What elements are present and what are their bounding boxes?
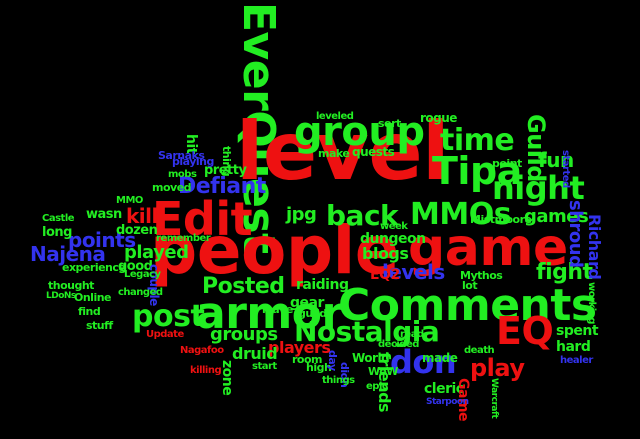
word-sort: sort (378, 117, 401, 130)
word-don: don (390, 343, 457, 381)
word-start: start (252, 361, 277, 372)
word-moved: moved (152, 181, 192, 194)
word-fun: fun (538, 148, 574, 172)
word-thought: thought (48, 279, 94, 292)
word-high: high (306, 361, 332, 374)
word-night: night (492, 169, 585, 207)
word-good: good (118, 259, 153, 274)
word-back: back (326, 199, 399, 232)
word-warcraft: Warcraft (489, 378, 499, 419)
word-played: played (124, 242, 189, 263)
word-day: day (326, 350, 339, 371)
word-richard: Richard (585, 214, 604, 280)
word-find: find (78, 305, 101, 318)
word-levels: levels (382, 260, 445, 284)
word-armor: armor (196, 288, 343, 339)
word-dozen: dozen (116, 223, 158, 238)
word-eq: EQ (496, 309, 554, 353)
word-changed: changed (118, 287, 163, 298)
word-online: Online (74, 291, 112, 304)
word-spent: spent (556, 323, 599, 339)
word-stuff: stuff (86, 319, 113, 332)
word-wow: WoW (368, 365, 398, 378)
word-starpoon: Starpoon (426, 397, 469, 407)
word-tipa: Tipa (432, 149, 522, 193)
word-fight: fight (536, 260, 593, 285)
word-remember: remember (156, 233, 211, 244)
word-cleric: cleric (424, 381, 464, 397)
word-mmo: MMO (116, 195, 143, 206)
word-druid: druid (232, 344, 278, 363)
word-people: people (150, 212, 399, 289)
word-world: World (352, 351, 390, 365)
word-mistmoore: Mistmoore (470, 213, 532, 226)
word-groups: groups (210, 324, 278, 345)
word-rogue: rogue (420, 111, 457, 125)
word-najena: Najena (30, 242, 106, 266)
word-games: games (524, 206, 589, 227)
word-players: players (268, 338, 331, 357)
word-castle: Castle (42, 213, 75, 224)
word-defiant: Defiant (178, 174, 266, 199)
word-healer: healer (560, 355, 593, 366)
word-play: play (470, 354, 525, 382)
word-hard: hard (556, 339, 591, 355)
word-legacy: Legacy (124, 269, 161, 280)
word-group: group (294, 109, 425, 155)
word-decided: decided (378, 339, 419, 350)
word-post: post (132, 299, 205, 334)
word-sarnaks: Sarnaks (158, 149, 205, 162)
word-shroud: shroud (565, 200, 586, 268)
word-thing: thing (220, 146, 233, 177)
word-mythos: Mythos (460, 269, 503, 282)
word-raiding: raiding (296, 277, 349, 293)
word-points: points (68, 228, 136, 252)
word-ldons: LDoNs (46, 291, 76, 301)
word-update: Update (146, 329, 184, 340)
word-read: read (400, 329, 424, 340)
word-started: started (560, 150, 571, 188)
word-leave: leave (262, 303, 293, 316)
word-eq2: EQ2 (370, 267, 400, 283)
word-jpg: jpg (286, 204, 317, 225)
word-long: long (42, 225, 72, 240)
word-point: point (492, 157, 522, 170)
word-gear: gear (290, 295, 324, 311)
word-room: room (292, 353, 323, 366)
word-time: time (440, 123, 515, 158)
word-quests: quests (352, 145, 395, 159)
word-pretty: pretty (204, 163, 247, 178)
word-working: working (586, 282, 597, 324)
word-nostalgia: Nostalgia (294, 315, 440, 348)
word-mobs: mobs (168, 169, 197, 180)
word-week: week (380, 221, 408, 232)
word-things: things (322, 375, 355, 386)
word-guild-2: guild (298, 307, 327, 320)
word-playing: playing (172, 155, 214, 168)
word-comments: Comments (338, 280, 597, 331)
word-made: made (422, 351, 458, 365)
word-posted: Posted (202, 274, 285, 299)
word-game: game (408, 218, 568, 278)
word-kill: kill (126, 204, 158, 228)
word-leveled: leveled (316, 111, 354, 122)
word-mmos: MMOs (410, 197, 512, 232)
word-wasn: wasn (86, 207, 122, 222)
word-lot: lot (462, 279, 478, 292)
word-nagafoo: Nagafoo (180, 345, 224, 356)
word-dungeon: dungeon (360, 231, 426, 247)
word-epic: epic (366, 381, 388, 392)
word-level: level (236, 105, 450, 198)
word-edit: Edit (152, 192, 253, 246)
word-death: death (464, 345, 495, 356)
word-blogs: blogs (362, 244, 409, 263)
word-make: make (318, 147, 350, 160)
word-killing: killing (190, 365, 222, 376)
word-zone: zone (219, 360, 235, 396)
word-experience: experience (62, 261, 126, 274)
